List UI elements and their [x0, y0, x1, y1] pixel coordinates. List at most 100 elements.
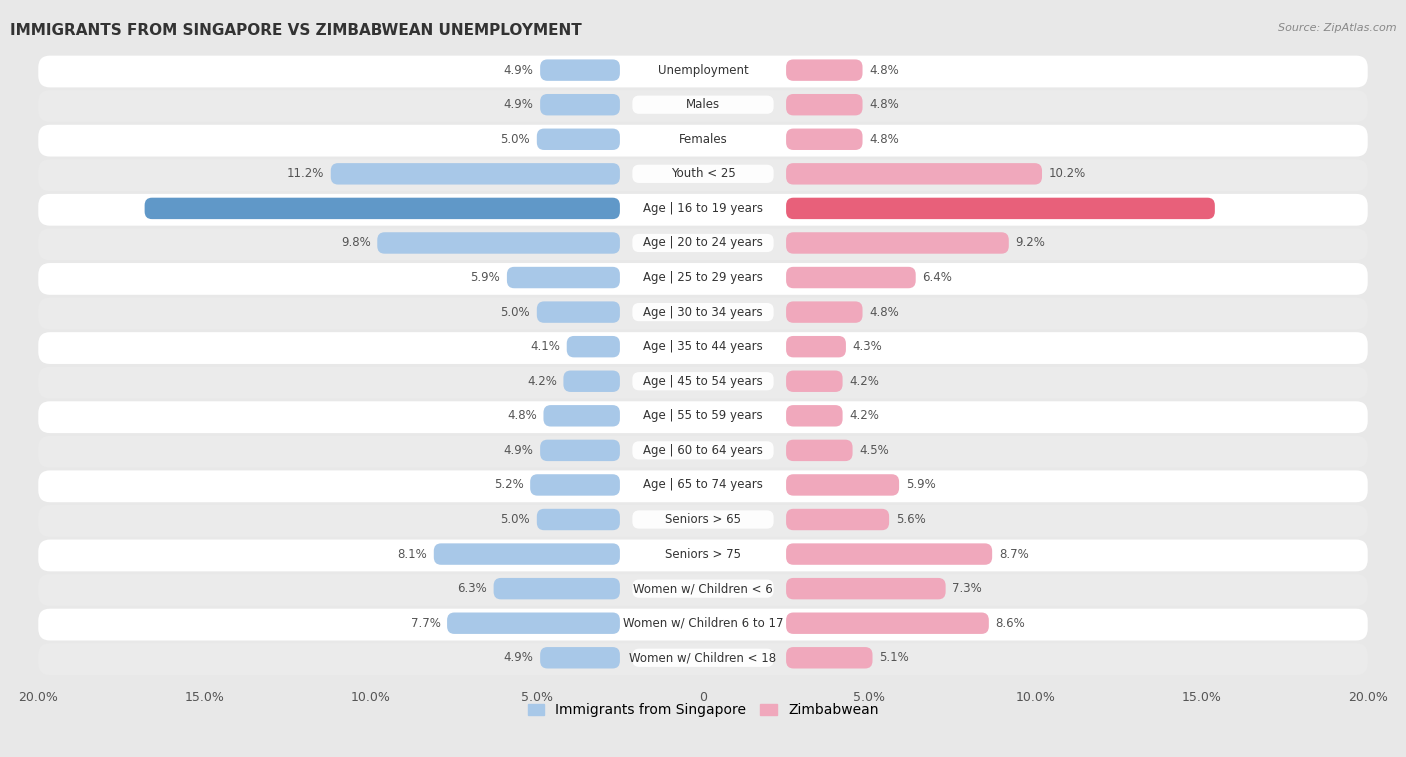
FancyBboxPatch shape — [786, 336, 846, 357]
FancyBboxPatch shape — [38, 470, 1368, 502]
FancyBboxPatch shape — [540, 59, 620, 81]
Text: Age | 25 to 29 years: Age | 25 to 29 years — [643, 271, 763, 284]
FancyBboxPatch shape — [38, 298, 1368, 329]
Text: Age | 45 to 54 years: Age | 45 to 54 years — [643, 375, 763, 388]
FancyBboxPatch shape — [633, 407, 773, 425]
FancyBboxPatch shape — [38, 401, 1368, 433]
FancyBboxPatch shape — [377, 232, 620, 254]
FancyBboxPatch shape — [786, 370, 842, 392]
Text: Age | 16 to 19 years: Age | 16 to 19 years — [643, 202, 763, 215]
Text: 4.8%: 4.8% — [508, 410, 537, 422]
FancyBboxPatch shape — [786, 578, 946, 600]
Text: Age | 20 to 24 years: Age | 20 to 24 years — [643, 236, 763, 250]
FancyBboxPatch shape — [633, 95, 773, 114]
FancyBboxPatch shape — [544, 405, 620, 426]
FancyBboxPatch shape — [633, 476, 773, 494]
Text: 4.9%: 4.9% — [503, 98, 533, 111]
FancyBboxPatch shape — [434, 544, 620, 565]
FancyBboxPatch shape — [530, 474, 620, 496]
Text: IMMIGRANTS FROM SINGAPORE VS ZIMBABWEAN UNEMPLOYMENT: IMMIGRANTS FROM SINGAPORE VS ZIMBABWEAN … — [10, 23, 582, 38]
FancyBboxPatch shape — [633, 510, 773, 528]
Text: Females: Females — [679, 132, 727, 146]
FancyBboxPatch shape — [38, 263, 1368, 294]
FancyBboxPatch shape — [38, 436, 1368, 468]
FancyBboxPatch shape — [567, 336, 620, 357]
FancyBboxPatch shape — [38, 229, 1368, 260]
FancyBboxPatch shape — [786, 232, 1008, 254]
FancyBboxPatch shape — [633, 580, 773, 598]
Text: 11.2%: 11.2% — [287, 167, 325, 180]
FancyBboxPatch shape — [38, 125, 1368, 157]
Text: 4.2%: 4.2% — [527, 375, 557, 388]
Text: Seniors > 65: Seniors > 65 — [665, 513, 741, 526]
Text: 5.0%: 5.0% — [501, 513, 530, 526]
Text: Age | 30 to 34 years: Age | 30 to 34 years — [643, 306, 763, 319]
Text: Males: Males — [686, 98, 720, 111]
FancyBboxPatch shape — [786, 129, 862, 150]
FancyBboxPatch shape — [537, 129, 620, 150]
Text: 8.7%: 8.7% — [998, 547, 1029, 561]
Text: 4.2%: 4.2% — [849, 410, 879, 422]
Text: 4.9%: 4.9% — [503, 444, 533, 457]
FancyBboxPatch shape — [633, 269, 773, 287]
FancyBboxPatch shape — [38, 505, 1368, 537]
FancyBboxPatch shape — [38, 643, 1368, 675]
Text: Women w/ Children < 6: Women w/ Children < 6 — [633, 582, 773, 595]
Text: 4.9%: 4.9% — [503, 64, 533, 76]
Text: Age | 55 to 59 years: Age | 55 to 59 years — [643, 410, 763, 422]
Text: 4.3%: 4.3% — [852, 340, 883, 354]
Text: Age | 60 to 64 years: Age | 60 to 64 years — [643, 444, 763, 457]
FancyBboxPatch shape — [786, 94, 862, 115]
Text: 4.8%: 4.8% — [869, 132, 898, 146]
Text: 5.9%: 5.9% — [471, 271, 501, 284]
Text: 5.1%: 5.1% — [879, 651, 908, 665]
FancyBboxPatch shape — [38, 366, 1368, 398]
FancyBboxPatch shape — [447, 612, 620, 634]
FancyBboxPatch shape — [145, 198, 620, 219]
Text: 16.8%: 16.8% — [101, 202, 138, 215]
FancyBboxPatch shape — [330, 163, 620, 185]
FancyBboxPatch shape — [786, 405, 842, 426]
FancyBboxPatch shape — [633, 234, 773, 252]
Text: 4.8%: 4.8% — [869, 306, 898, 319]
FancyBboxPatch shape — [633, 199, 773, 217]
FancyBboxPatch shape — [38, 332, 1368, 364]
FancyBboxPatch shape — [786, 440, 852, 461]
Text: 5.2%: 5.2% — [494, 478, 523, 491]
FancyBboxPatch shape — [633, 372, 773, 391]
Text: 4.5%: 4.5% — [859, 444, 889, 457]
FancyBboxPatch shape — [633, 649, 773, 667]
FancyBboxPatch shape — [38, 90, 1368, 122]
FancyBboxPatch shape — [38, 159, 1368, 191]
Text: 8.1%: 8.1% — [398, 547, 427, 561]
Text: 5.9%: 5.9% — [905, 478, 935, 491]
Text: Seniors > 75: Seniors > 75 — [665, 547, 741, 561]
Text: 4.9%: 4.9% — [503, 651, 533, 665]
FancyBboxPatch shape — [786, 474, 898, 496]
FancyBboxPatch shape — [38, 609, 1368, 640]
Text: Women w/ Children 6 to 17: Women w/ Children 6 to 17 — [623, 617, 783, 630]
FancyBboxPatch shape — [786, 647, 873, 668]
Text: 8.6%: 8.6% — [995, 617, 1025, 630]
Text: 7.3%: 7.3% — [952, 582, 981, 595]
Text: Source: ZipAtlas.com: Source: ZipAtlas.com — [1278, 23, 1396, 33]
FancyBboxPatch shape — [540, 647, 620, 668]
FancyBboxPatch shape — [786, 198, 1215, 219]
Text: 4.2%: 4.2% — [849, 375, 879, 388]
FancyBboxPatch shape — [508, 266, 620, 288]
FancyBboxPatch shape — [633, 130, 773, 148]
FancyBboxPatch shape — [540, 94, 620, 115]
FancyBboxPatch shape — [786, 509, 889, 530]
FancyBboxPatch shape — [633, 338, 773, 356]
FancyBboxPatch shape — [786, 544, 993, 565]
FancyBboxPatch shape — [537, 301, 620, 322]
FancyBboxPatch shape — [38, 540, 1368, 572]
Text: 5.0%: 5.0% — [501, 132, 530, 146]
Text: 5.0%: 5.0% — [501, 306, 530, 319]
FancyBboxPatch shape — [38, 194, 1368, 226]
FancyBboxPatch shape — [786, 612, 988, 634]
Text: 5.6%: 5.6% — [896, 513, 925, 526]
Text: 4.8%: 4.8% — [869, 64, 898, 76]
Text: 10.2%: 10.2% — [1049, 167, 1085, 180]
FancyBboxPatch shape — [494, 578, 620, 600]
